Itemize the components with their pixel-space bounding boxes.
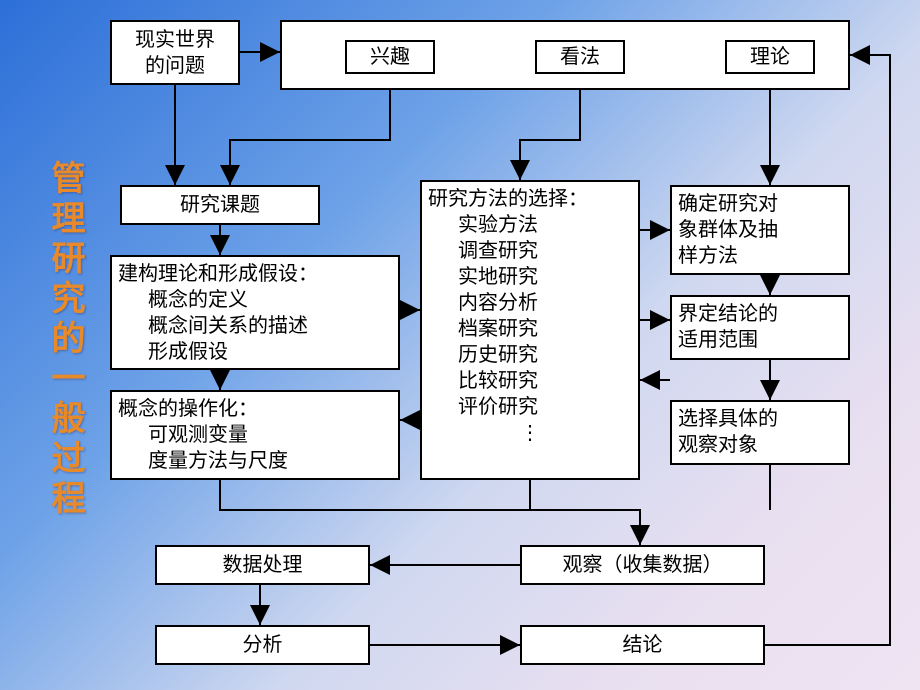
box-select: 选择具体的观察对象 bbox=[670, 400, 850, 465]
box-problem: 现实世界的问题 bbox=[110, 20, 240, 85]
box-theory: 理论 bbox=[725, 40, 815, 74]
box-process: 数据处理 bbox=[155, 545, 370, 585]
box-conclude: 结论 bbox=[520, 625, 765, 665]
box-opinion: 看法 bbox=[535, 40, 625, 74]
box-subjects: 确定研究对象群体及抽样方法 bbox=[670, 185, 850, 275]
box-observe: 观察（收集数据） bbox=[520, 545, 765, 585]
box-methods: 研究方法的选择：实验方法调查研究实地研究内容分析档案研究历史研究比较研究评价研究… bbox=[420, 180, 640, 480]
diagram-canvas: 管理研究的一般过程 现实世界的问题 兴趣 看法 理论研究课题建构理论和形成假设：概念的… bbox=[0, 0, 920, 690]
box-interest: 兴趣 bbox=[345, 40, 435, 74]
box-topic: 研究课题 bbox=[120, 185, 320, 225]
diagram-title: 管理研究的一般过程 bbox=[40, 160, 89, 520]
box-scope: 界定结论的适用范围 bbox=[670, 295, 850, 360]
box-hypo: 建构理论和形成假设：概念的定义概念间关系的描述形成假设 bbox=[110, 255, 400, 370]
arrow-2 bbox=[230, 90, 390, 185]
box-analyze: 分析 bbox=[155, 625, 370, 665]
arrow-14 bbox=[220, 480, 640, 545]
box-oper: 概念的操作化：可观测变量度量方法与尺度 bbox=[110, 390, 400, 480]
arrow-3 bbox=[520, 90, 580, 180]
